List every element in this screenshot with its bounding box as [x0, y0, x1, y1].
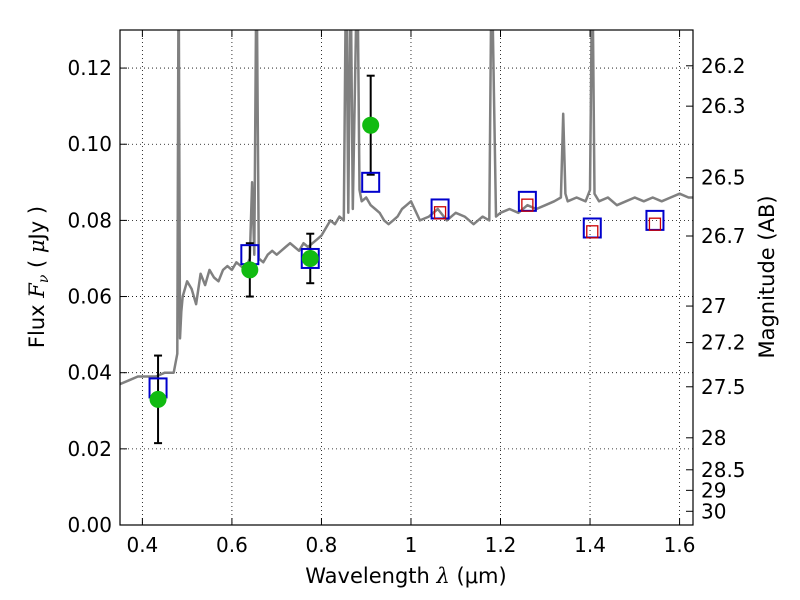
- x-axis-label: Wavelength λ (μm): [305, 564, 506, 588]
- magnitude-tick-label: 29: [701, 478, 726, 502]
- y-tick-label: 0.00: [67, 513, 112, 537]
- y-tick-label: 0.10: [67, 132, 112, 156]
- spectrum-line: [120, 30, 693, 386]
- observed-photometry-point: [362, 116, 380, 134]
- y-tick-label: 0.02: [67, 437, 112, 461]
- magnitude-tick-label: 28.5: [701, 458, 746, 482]
- observed-photometry-point: [149, 390, 167, 408]
- y-tick-label: 0.08: [67, 208, 112, 232]
- magnitude-tick-label: 26.3: [701, 94, 746, 118]
- upper-limit-point: [521, 198, 534, 212]
- observed-photometry-point: [301, 249, 319, 267]
- upper-limit-point: [586, 225, 599, 239]
- y-tick-label: 0.04: [67, 361, 112, 385]
- magnitude-tick-label: 27: [701, 294, 726, 318]
- x-tick-label: 0.8: [306, 533, 338, 557]
- magnitude-tick-label: 30: [701, 499, 726, 523]
- x-tick-labels: 0.4 0.6 0.8 1 1.2 1.4 1.6: [126, 533, 695, 557]
- magnitude-tick-label: 27.5: [701, 375, 746, 399]
- model-spectrum: [120, 30, 693, 386]
- magnitude-tick-label: 28: [701, 426, 726, 450]
- axis-ticks: [120, 30, 693, 526]
- model-photometry-point: [361, 171, 381, 193]
- y-tick-label: 0.12: [67, 56, 112, 80]
- magnitude-axis-label: Magnitude (AB): [755, 195, 779, 358]
- x-tick-label: 0.6: [216, 533, 248, 557]
- y-tick-labels: 0.00 0.02 0.04 0.06 0.08 0.10 0.12: [67, 56, 112, 537]
- upper-limit-point: [433, 206, 447, 220]
- x-tick-label: 1: [405, 533, 418, 557]
- x-tick-label: 0.4: [126, 533, 158, 557]
- magnitude-tick-label: 27.2: [701, 331, 746, 355]
- magnitude-tick-label: 26.7: [701, 224, 746, 248]
- observed-photometry-points: [149, 116, 380, 408]
- y-tick-label: 0.06: [67, 285, 112, 309]
- x-tick-label: 1.6: [664, 533, 696, 557]
- plot-frame: [119, 29, 694, 526]
- upper-limit-point: [648, 217, 662, 231]
- x-tick-label: 1.4: [574, 533, 606, 557]
- grid-lines: [120, 30, 693, 526]
- observed-photometry-point: [241, 261, 259, 279]
- magnitude-tick-label: 26.2: [701, 54, 746, 78]
- y-axis-label: Flux Fν ( μJy ): [25, 206, 52, 348]
- x-tick-label: 1.2: [485, 533, 517, 557]
- magnitude-tick-label: 26.5: [701, 166, 746, 190]
